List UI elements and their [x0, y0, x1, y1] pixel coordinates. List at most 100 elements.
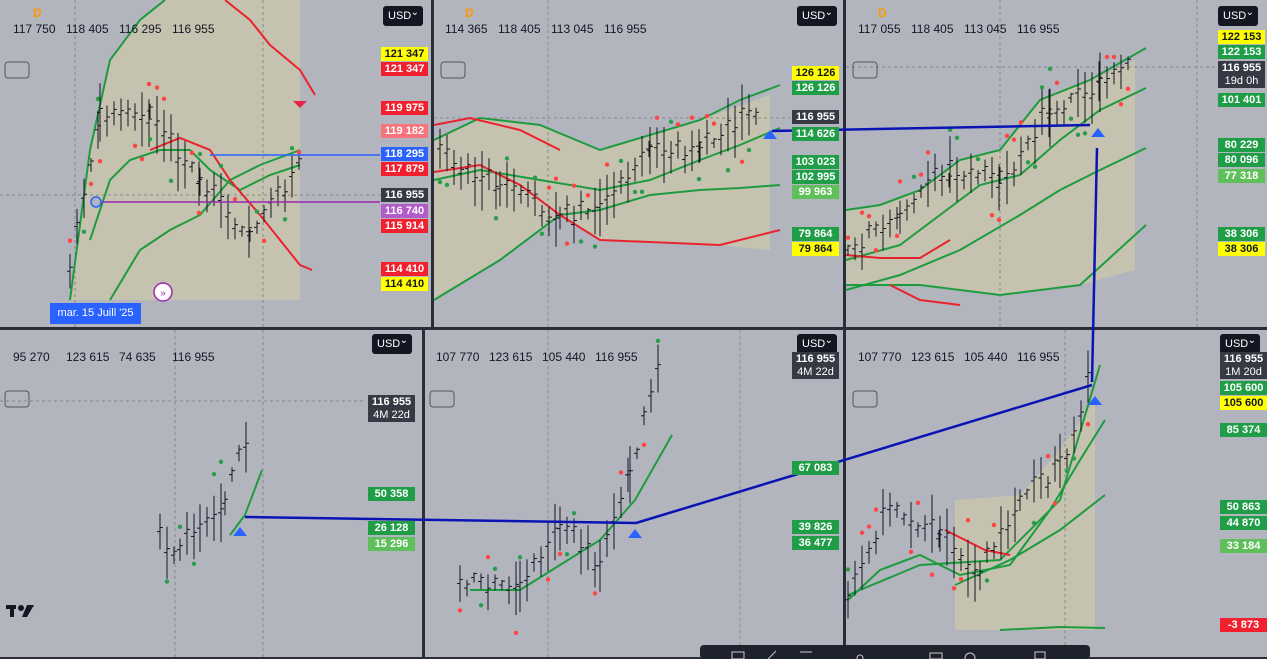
sar-dot	[437, 179, 443, 185]
sar-dot	[164, 579, 170, 584]
price-label: -3 873	[1220, 618, 1267, 632]
ohlc-value: 107 770	[858, 350, 902, 364]
sar-dot	[668, 119, 674, 124]
sar-dot	[655, 338, 661, 343]
sar-dot	[1054, 80, 1060, 86]
currency-button[interactable]: USD	[383, 3, 423, 26]
price-label: 122 153	[1218, 45, 1265, 59]
toolbar[interactable]	[700, 645, 1090, 659]
currency-button[interactable]: USD	[372, 331, 412, 354]
sar-dot	[571, 511, 577, 516]
ohlc-value: 74 635	[119, 350, 156, 364]
sar-dot	[146, 81, 152, 87]
collapse-buttons[interactable]	[4, 61, 878, 408]
price-label: 38 306	[1218, 227, 1265, 241]
sar-dot	[1031, 520, 1037, 526]
price-label: 126 126	[792, 81, 839, 95]
price-label: 115 914	[381, 219, 428, 233]
currency-button[interactable]: USD	[1218, 3, 1258, 26]
sar-dot	[991, 522, 997, 528]
sar-dot	[984, 578, 990, 583]
sar-dot	[218, 459, 224, 464]
currency-button[interactable]: USD	[1220, 331, 1260, 354]
price-label: 114 410	[381, 262, 428, 276]
ohlc-value: 118 405	[66, 22, 109, 36]
price-label: 105 600	[1220, 381, 1267, 395]
sar-dot	[81, 229, 87, 234]
ohlc-value: 113 045	[964, 22, 1007, 36]
sar-dot	[954, 135, 960, 141]
sar-dot	[444, 182, 450, 188]
sar-dot	[585, 193, 591, 198]
interval: D	[878, 6, 887, 20]
price-label: 33 184	[1220, 539, 1267, 553]
sar-dot	[261, 238, 267, 244]
sar-dot	[618, 158, 624, 164]
sar-dot	[232, 197, 238, 202]
sar-dot	[564, 241, 570, 246]
price-label: 114 410	[381, 277, 428, 291]
sar-dot	[564, 552, 570, 557]
price-label: 79 864	[792, 227, 839, 241]
svg-text:»: »	[160, 288, 166, 299]
price-label: 119 975	[381, 101, 428, 115]
price-label: 80 229	[1218, 138, 1265, 152]
sar-dot	[1064, 468, 1070, 474]
ohlc-value: 116 955	[1017, 22, 1060, 36]
sar-dot	[1032, 164, 1038, 170]
price-label: 121 347	[381, 47, 428, 61]
sar-dot	[1085, 422, 1091, 427]
sar-dot	[95, 96, 101, 102]
ohlc-value: 116 955	[172, 22, 215, 36]
price-label: 50 358	[368, 487, 415, 501]
date-label: mar. 15 Juill '25	[50, 303, 141, 324]
price-label: 117 879	[381, 162, 428, 176]
sar-dot	[457, 608, 463, 613]
sar-dot	[191, 561, 197, 567]
sar-dot	[132, 143, 138, 148]
currency-button[interactable]: USD	[797, 3, 837, 26]
ohlc-value: 118 405	[498, 22, 541, 36]
sar-dot	[704, 113, 710, 119]
sar-dot	[897, 179, 903, 184]
price-label: 39 826	[792, 520, 839, 534]
annotations: »	[90, 101, 1105, 538]
price-label: 119 182	[381, 124, 428, 138]
sar-dot	[211, 471, 217, 477]
sar-dot	[1004, 133, 1010, 138]
price-label: 44 870	[1220, 516, 1267, 530]
price-label: 50 863	[1220, 500, 1267, 514]
sar-dot	[189, 150, 195, 155]
price-label: 80 096	[1218, 153, 1265, 167]
sar-dot	[1082, 131, 1088, 136]
price-label: 67 083	[792, 461, 839, 475]
sar-dot	[493, 216, 499, 221]
sar-dot	[532, 175, 538, 180]
price-label: 105 600	[1220, 396, 1267, 410]
sar-dot	[1125, 86, 1131, 91]
sar-dot	[1111, 54, 1117, 60]
sar-dot	[168, 178, 174, 183]
sar-dot	[911, 174, 917, 179]
grid	[0, 0, 1216, 657]
ohlc-value: 116 955	[604, 22, 647, 36]
sar-dot	[675, 122, 681, 127]
sar-dot	[478, 603, 484, 608]
price-label: 121 347	[381, 62, 428, 76]
sar-dot	[1018, 120, 1024, 125]
sar-dot	[1039, 85, 1045, 90]
sar-dot	[746, 147, 752, 153]
interval: D	[33, 6, 42, 20]
sar-dot	[196, 210, 202, 216]
price-label: 116 955	[1218, 61, 1265, 75]
sar-dot	[951, 586, 957, 591]
sar-dot	[1075, 132, 1081, 138]
currency-button[interactable]: USD	[797, 331, 837, 354]
sar-dot	[958, 577, 964, 582]
sar-dot	[845, 567, 851, 572]
sar-dot	[539, 231, 545, 237]
sar-dot	[513, 630, 519, 636]
sar-dot	[154, 85, 160, 90]
sar-dot	[873, 507, 879, 512]
